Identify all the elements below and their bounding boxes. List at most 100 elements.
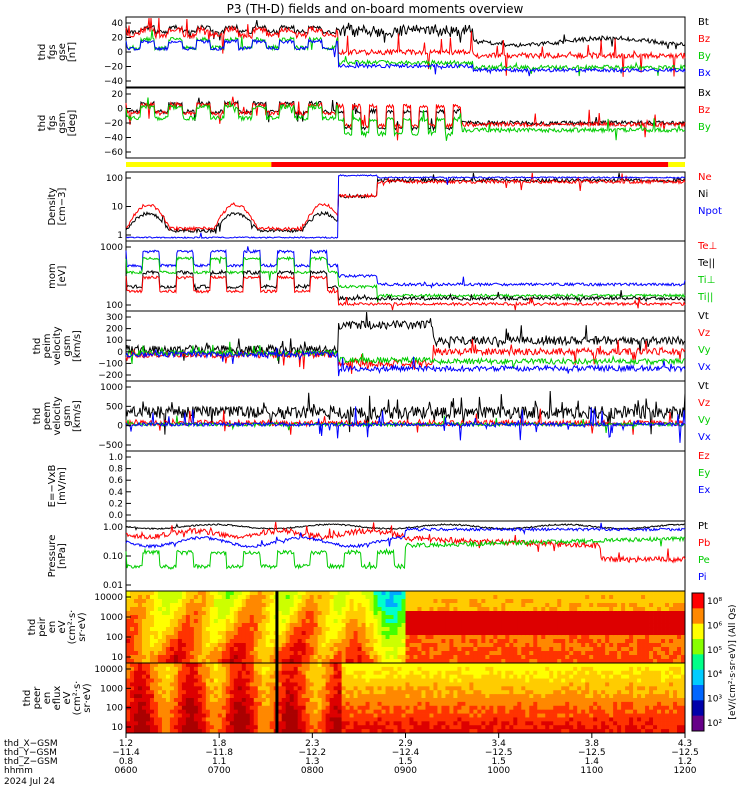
fgs_gse-series-0	[125, 20, 686, 50]
fgs_gse-tick-label: −20	[104, 63, 123, 73]
fgs_gse-legend-By: By	[698, 51, 711, 62]
peim_vel-legend-Vz: Vz	[698, 328, 710, 339]
axis-row-value: −12.5	[578, 748, 606, 758]
pressure-series-3	[125, 522, 686, 549]
efield-tick-label: 0.6	[109, 476, 124, 486]
peem_vel-ylabel-line: gsm	[62, 405, 73, 426]
fgs_gse-series-3	[125, 38, 686, 77]
temp-series-2	[125, 269, 686, 304]
peem_vel-legend-Vz: Vz	[698, 398, 710, 409]
temp-legend-Te||: Te||	[697, 258, 715, 269]
axis-row-value: −11.8	[205, 748, 233, 758]
fgs_gse-tick-label: −40	[104, 77, 123, 87]
fgs_gse-ylabel-line: fgs	[47, 44, 58, 59]
colorbar-tick-label: 10⁸	[707, 597, 722, 607]
density-series-2	[125, 174, 686, 239]
density-series-0	[125, 172, 686, 234]
axis-row-value: 1.5	[398, 757, 412, 767]
density-tick-label: 10	[112, 203, 124, 213]
peem_vel-tick-label: 1000	[100, 383, 123, 393]
temp-series-0	[125, 246, 686, 289]
density-tick-label: 1	[117, 231, 123, 241]
fgs_gse-legend-Bz: Bz	[698, 34, 710, 45]
panel-fgs_gsm: 20 0 −20 −40 −60 thdfgsgsm[deg] Bx Bz By	[37, 87, 711, 159]
peim_vel-tick-label: 200	[106, 325, 123, 335]
peir-tick-label: 100	[106, 633, 123, 643]
fgs_gse-series-1	[125, 17, 686, 77]
density-legend-Npot: Npot	[698, 206, 722, 217]
peim_vel-ylabel: thdpeimvelocitygsm[km/s]	[32, 326, 83, 365]
fgs_gsm-ylabel-line: gsm	[57, 112, 68, 133]
fgs_gsm-series-1	[125, 96, 686, 141]
mode-bar-seg	[271, 162, 669, 167]
axis-row-value: 1.8	[212, 739, 227, 749]
colorbar-tick-label: 10⁶	[707, 621, 722, 631]
peir-ylabel-line: peir	[37, 616, 48, 636]
peir-tick-label: 10	[112, 653, 124, 663]
colorbar-tick-label: 10⁴	[707, 670, 722, 680]
axis-row-value: 1100	[580, 766, 603, 776]
axis-row-value: 2.9	[398, 739, 413, 749]
peer-ylabel-line: en	[42, 692, 53, 705]
temp-ylabel-line: [eV]	[57, 266, 68, 287]
peim_vel-ylabel-line: thd	[32, 338, 43, 355]
panel-temp: 1000 100 mom[eV] Te⊥ Te|| Ti⊥ Ti||	[47, 240, 717, 312]
temp-tick-label: 1000	[100, 243, 123, 253]
peim_vel-tick-label: 0	[117, 348, 123, 358]
fgs_gse-ylabel-line: gse	[57, 43, 68, 61]
fgs_gsm-ylabel-line: [deg]	[67, 110, 78, 137]
peem_vel-ylabel: thdpeemvelocitygsm[km/s]	[32, 396, 83, 435]
colorbar-band	[692, 715, 704, 732]
page-title: P3 (TH-D) fields and on-board moments ov…	[226, 2, 524, 16]
axis-row-value: −12.4	[392, 748, 420, 758]
colorbar-frame	[691, 592, 705, 732]
fgs_gsm-series-0	[125, 97, 686, 132]
colorbar-band	[692, 608, 704, 625]
pressure-tick-label: 1.00	[103, 523, 123, 533]
colorbar-tick-label: 10⁵	[707, 646, 722, 656]
peer-ylabel-line: thd	[22, 690, 33, 707]
efield-tick-label: 0.2	[109, 499, 123, 509]
fgs_gse-legend-Bx: Bx	[698, 68, 711, 79]
pressure-legend-Pi: Pi	[698, 572, 707, 583]
pressure-series-0	[125, 523, 686, 531]
peim_vel-series-0	[125, 311, 686, 364]
peim_vel-tick-label: 300	[106, 313, 123, 323]
colorbar-band	[692, 593, 704, 609]
density-ylabel-line: Density	[47, 187, 58, 225]
fgs_gsm-legend-Bx: Bx	[698, 88, 711, 99]
pressure-ylabel: Pressure[nPa]	[47, 535, 68, 578]
peim_vel-ylabel-line: peim	[42, 333, 53, 358]
axis-row-value: 1.3	[305, 757, 319, 767]
peer-tick-label: 10000	[94, 665, 123, 675]
peim_vel-ylabel-line: [km/s]	[72, 330, 83, 362]
panel-efield: 1.0 0.80.6 0.40.2 0.0 E=−VxB[mV/m] Ez Ey Ex	[47, 450, 710, 522]
peim_vel-tick-label: −100	[98, 359, 123, 369]
axis-row-value: 1.4	[585, 757, 600, 767]
peem_vel-legend-Vt: Vt	[698, 381, 709, 392]
colorbar-tick-label: 10²	[707, 719, 722, 729]
efield-tick-label: 0.8	[109, 465, 124, 475]
peim_vel-ylabel-line: gsm	[62, 335, 73, 356]
peer-tick-label: 1000	[100, 684, 123, 694]
peem_vel-series-3	[125, 406, 686, 443]
colorbar-band	[692, 639, 704, 655]
density-tick-label: 100	[106, 174, 123, 184]
pressure-series-2	[125, 535, 686, 571]
peem_vel-tick-label: −500	[98, 441, 123, 451]
fgs_gse-frame	[125, 16, 686, 88]
mode-bar-seg	[126, 162, 272, 167]
peir-ylabel-line: thd	[27, 619, 38, 636]
axis-row-label: thd_Z−GSM	[4, 757, 58, 767]
density-legend-Ne: Ne	[698, 172, 712, 183]
peem_vel-tick-label: 500	[106, 402, 123, 412]
fgs_gsm-tick-label: 0	[117, 105, 123, 115]
efield-legend-Ey: Ey	[698, 468, 710, 479]
colorbar-label: [eV/(cm²·s·sr·eV)] (All Qs)	[728, 604, 738, 719]
peem_vel-ylabel-line: thd	[32, 408, 43, 425]
temp-legend-Ti||: Ti||	[697, 292, 713, 303]
panel-fgs_gse: 40 20 0 −20 −40 thdfgsgse[nT] Bt Bz By Bx	[37, 16, 711, 88]
fgs_gsm-tick-label: −40	[104, 134, 123, 144]
axis-row-value: −12.5	[485, 748, 513, 758]
axis-row-value: −12.2	[299, 748, 327, 758]
